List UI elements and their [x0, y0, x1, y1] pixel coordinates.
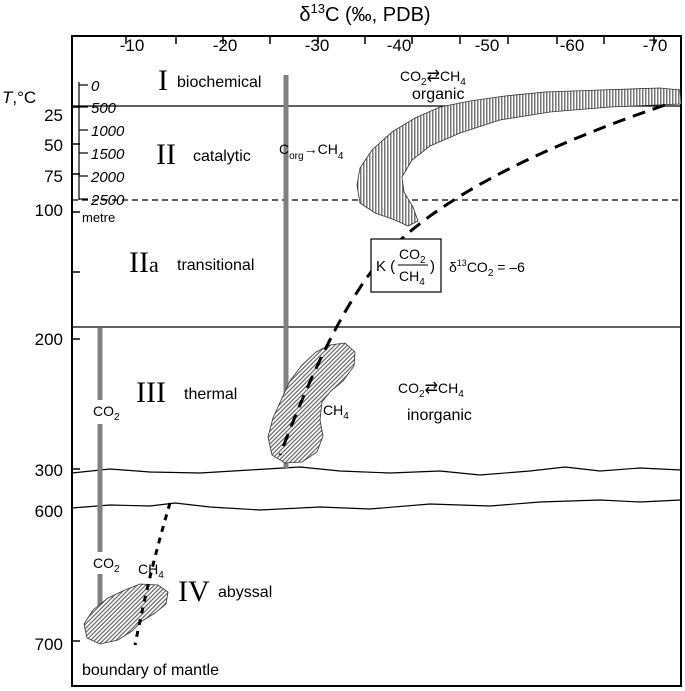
left-tick-label: 700 [35, 635, 63, 654]
zone-IV-label: IV abyssal [178, 575, 272, 608]
abyssal-trend-curve [133, 502, 172, 646]
co2-mid-label-bg [92, 400, 122, 424]
svg-text:transitional: transitional [177, 257, 254, 274]
corg-to-ch4-label: Corg→CH4 [279, 141, 344, 162]
svg-text:I: I [158, 64, 168, 97]
top-tick-labels: -10 -20 -30 -40 -50 -60 -70 [120, 36, 668, 55]
k-ratio-close: ) [430, 258, 435, 275]
ch4-mid-label: CH4 [323, 402, 349, 422]
plot-frame [71, 35, 682, 687]
svg-text:III: III [136, 376, 166, 409]
top-tick-label: -10 [120, 36, 145, 55]
inorganic-label: inorganic [407, 407, 472, 424]
depth-scale-labels: 0 500 1000 1500 2000 2500 [90, 78, 125, 209]
top-tick-label: -30 [305, 36, 330, 55]
zone-III-label: III thermal [136, 376, 237, 409]
left-tick-label: 200 [35, 330, 63, 349]
left-tick-label: 300 [35, 461, 63, 480]
zone-II-label: II catalytic [156, 138, 251, 171]
left-tick-label: 75 [44, 167, 63, 186]
co2-mid-label: CO2 [93, 403, 120, 423]
co2-low-label: CO2 [93, 555, 120, 575]
organic-methane-field [356, 87, 682, 227]
abyssal-methane-field [83, 583, 169, 645]
ch4-low-label: CH4 [138, 561, 164, 581]
svg-text:abyssal: abyssal [218, 584, 272, 601]
svg-text:IV: IV [178, 575, 210, 608]
co2-low-label-bg [92, 552, 122, 574]
depth-label: 2000 [90, 169, 125, 186]
left-tick-label: 50 [44, 136, 63, 155]
inorganic-equilibrium: CO2⇄CH4 [398, 380, 464, 400]
top-axis-title: δ13C (‰, PDB) [299, 1, 430, 26]
k-ratio-prefix: K ( [376, 258, 395, 275]
left-tick-label: 25 [44, 106, 63, 125]
boundary-line-600 [71, 499, 682, 511]
top-tick-label: -20 [213, 36, 238, 55]
depth-scale-ticks [79, 84, 88, 200]
depth-label: 1000 [91, 123, 125, 140]
left-tick-label: 100 [35, 201, 63, 220]
boundary-line-300 [71, 466, 682, 476]
svg-text:IIa: IIa [129, 246, 159, 279]
zone-I-label: I biochemical [158, 64, 261, 97]
thermal-methane-field [267, 342, 356, 464]
mantle-boundary-label: boundary of mantle [82, 662, 219, 679]
depth-label: 500 [91, 100, 117, 117]
organic-equilibrium: CO2⇄CH4 [400, 68, 466, 88]
top-tick-label: -70 [643, 36, 668, 55]
k-ratio-numerator: CO2 [399, 246, 426, 266]
left-axis-title: T,°C [2, 88, 36, 107]
left-tick-labels: 25 50 75 100 200 300 600 700 [35, 106, 63, 654]
depth-label: 1500 [91, 146, 125, 163]
svg-text:II: II [156, 138, 176, 171]
depth-unit: metre [82, 210, 115, 225]
left-tick-label: 600 [35, 502, 63, 521]
top-tick-label: -50 [475, 36, 500, 55]
k-ratio-denominator: CH4 [399, 268, 425, 288]
organic-label: organic [412, 86, 464, 103]
top-tick-label: -40 [387, 36, 412, 55]
svg-text:thermal: thermal [184, 386, 237, 403]
svg-text:catalytic: catalytic [193, 148, 251, 165]
top-tick-label: -60 [560, 36, 585, 55]
svg-text:biochemical: biochemical [177, 74, 261, 91]
zone-IIa-label: IIa transitional [129, 246, 254, 279]
top-ticks [125, 36, 655, 44]
depth-label: 0 [91, 78, 100, 95]
delta13-co2-value: δ13CO2 = –6 [449, 258, 525, 279]
